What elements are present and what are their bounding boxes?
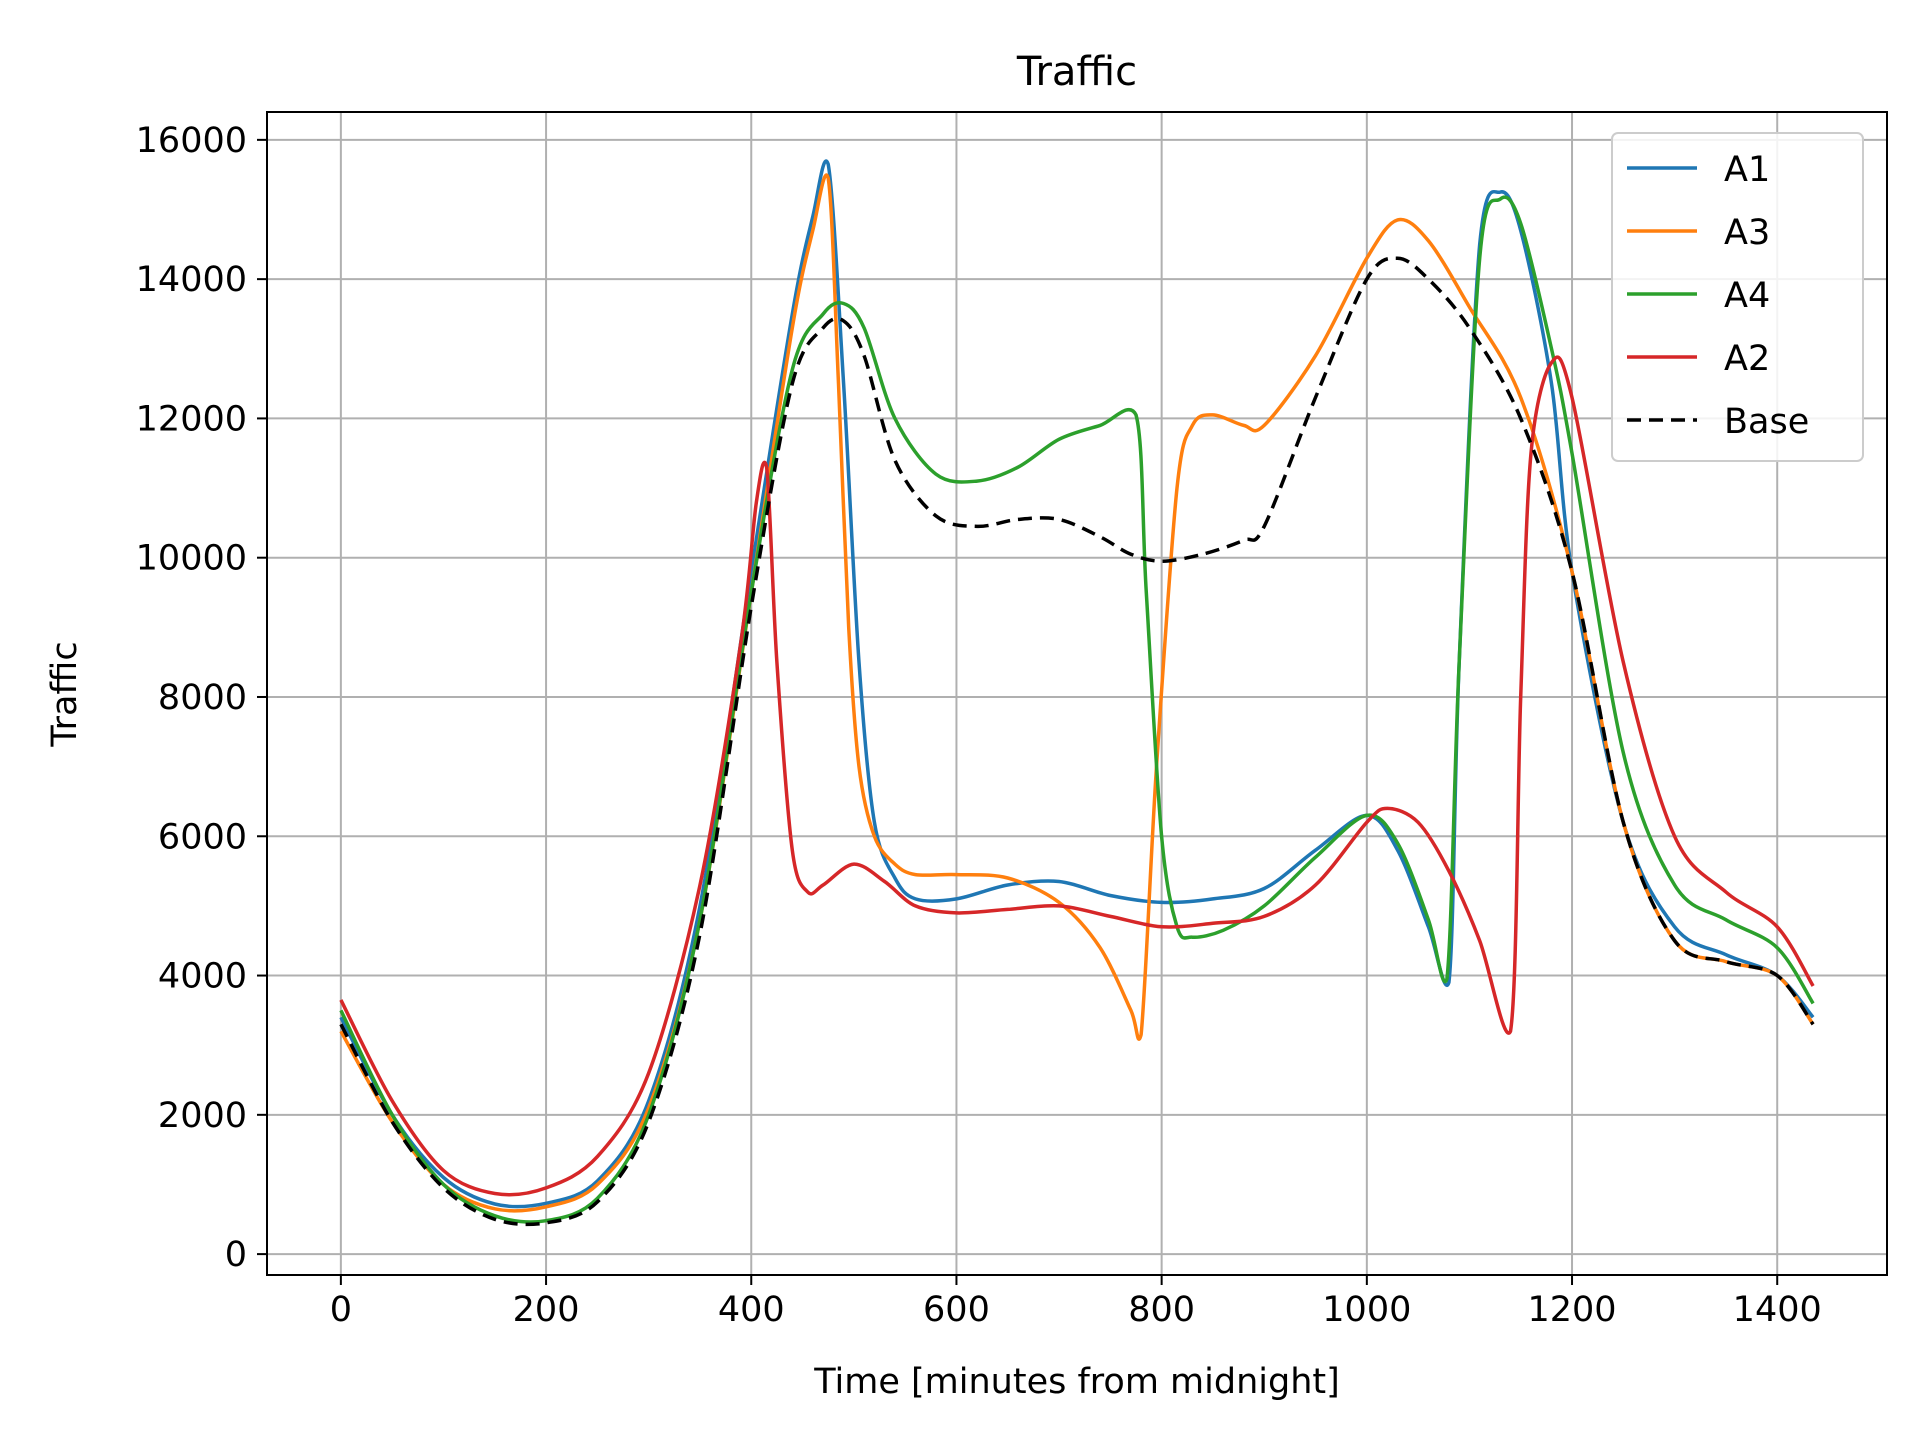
x-axis-label: Time [minutes from midnight]	[813, 1362, 1340, 1402]
plot-frame	[266, 111, 1888, 1276]
y-tick-label: 6000	[158, 817, 247, 857]
y-tick-label: 14000	[136, 260, 247, 300]
y-axis: 0 2000 4000 6000 8000 10000 12000 14000 16000	[136, 121, 267, 1275]
legend-label: A4	[1724, 276, 1770, 316]
x-axis: 0 200 400 600 800 1000 1200 1400	[330, 1275, 1822, 1330]
y-tick-label: 16000	[136, 121, 247, 161]
x-tick-label: 0	[330, 1290, 352, 1330]
legend-label: A3	[1724, 213, 1770, 253]
chart-title: Traffic	[1016, 49, 1137, 95]
series-line-base	[339, 256, 1815, 1227]
legend-label: Base	[1724, 402, 1809, 442]
legend-label: A2	[1724, 339, 1770, 379]
x-tick-label: 600	[923, 1290, 990, 1330]
series-layer	[339, 159, 1815, 1227]
x-tick-label: 800	[1128, 1290, 1195, 1330]
x-tick-label: 400	[718, 1290, 785, 1330]
y-axis-label: Traffic	[45, 641, 85, 747]
y-tick-label: 2000	[158, 1096, 247, 1136]
y-tick-label: 10000	[136, 539, 247, 579]
y-tick-label: 12000	[136, 399, 247, 439]
series-line-a1	[339, 159, 1815, 1209]
legend: A1 A3 A4 A2 Base	[1611, 132, 1864, 462]
series-line-a4	[339, 195, 1815, 1224]
y-tick-label: 0	[225, 1235, 247, 1275]
y-tick-label: 4000	[158, 957, 247, 997]
series-line-a2	[339, 355, 1815, 1197]
legend-label: A1	[1724, 150, 1770, 190]
x-tick-label: 1200	[1527, 1290, 1616, 1330]
x-tick-label: 1400	[1733, 1290, 1822, 1330]
y-tick-label: 8000	[158, 678, 247, 718]
legend-box	[1611, 132, 1864, 462]
x-tick-label: 200	[513, 1290, 580, 1330]
x-tick-label: 1000	[1322, 1290, 1411, 1330]
